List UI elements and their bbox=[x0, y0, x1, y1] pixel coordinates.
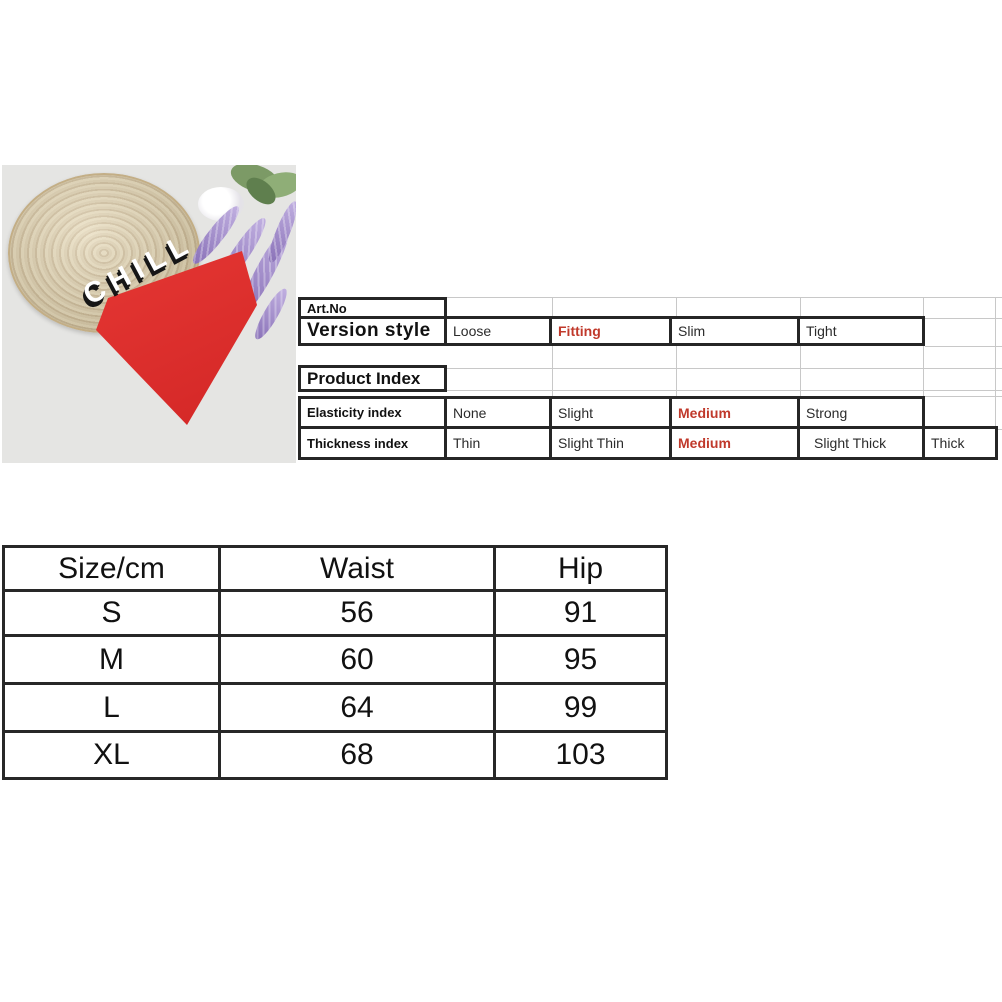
gridline bbox=[447, 390, 1002, 391]
version-option: Fitting bbox=[549, 316, 672, 346]
gridline bbox=[925, 346, 1002, 347]
size-chart-table: Size/cm Waist Hip S 56 91 M 60 95 L 64 9… bbox=[2, 545, 668, 780]
gridline bbox=[447, 368, 1002, 369]
elasticity-option: Strong bbox=[797, 396, 925, 429]
size-cell: L bbox=[2, 682, 221, 733]
version-option: Slim bbox=[669, 316, 800, 346]
elasticity-option: Medium bbox=[669, 396, 800, 429]
version-option: Loose bbox=[444, 316, 552, 346]
size-cell: M bbox=[2, 634, 221, 685]
hip-cell: 95 bbox=[493, 634, 668, 685]
version-style-label: Version style bbox=[298, 316, 447, 346]
spec-row-version-style: Version style Loose Fitting Slim Tight bbox=[298, 316, 925, 346]
spec-row-product-index: Product Index bbox=[298, 365, 447, 392]
gridline bbox=[676, 297, 677, 396]
size-chart-row: S 56 91 bbox=[2, 589, 668, 637]
version-option: Tight bbox=[797, 316, 925, 346]
gridline bbox=[995, 297, 996, 460]
size-cell: XL bbox=[2, 730, 221, 780]
product-photo: CHILL bbox=[2, 165, 296, 463]
spec-row-thickness: Thickness index Thin Slight Thin Medium … bbox=[298, 426, 998, 460]
waist-cell: 60 bbox=[218, 634, 496, 685]
gridline bbox=[923, 297, 924, 396]
thickness-option: Slight Thin bbox=[549, 426, 672, 460]
size-chart-header-hip: Hip bbox=[493, 545, 668, 592]
thickness-option: Slight Thick bbox=[797, 426, 925, 460]
spec-row-elasticity: Elasticity index None Slight Medium Stro… bbox=[298, 396, 925, 429]
hip-cell: 99 bbox=[493, 682, 668, 733]
size-chart-header-waist: Waist bbox=[218, 545, 496, 592]
waist-cell: 64 bbox=[218, 682, 496, 733]
thickness-option: Medium bbox=[669, 426, 800, 460]
hip-cell: 103 bbox=[493, 730, 668, 780]
thickness-option: Thick bbox=[922, 426, 998, 460]
elasticity-label: Elasticity index bbox=[298, 396, 447, 429]
gridline bbox=[447, 297, 1002, 298]
gridline bbox=[800, 297, 801, 396]
elasticity-option: Slight bbox=[549, 396, 672, 429]
gridline bbox=[925, 396, 1002, 397]
gridline bbox=[552, 297, 553, 396]
waist-cell: 68 bbox=[218, 730, 496, 780]
size-chart-row: M 60 95 bbox=[2, 634, 668, 685]
thickness-option: Thin bbox=[444, 426, 552, 460]
size-chart-header-size: Size/cm bbox=[2, 545, 221, 592]
hip-cell: 91 bbox=[493, 589, 668, 637]
size-chart-header-row: Size/cm Waist Hip bbox=[2, 545, 668, 592]
elasticity-option: None bbox=[444, 396, 552, 429]
thickness-label: Thickness index bbox=[298, 426, 447, 460]
size-chart-row: L 64 99 bbox=[2, 682, 668, 733]
product-index-label: Product Index bbox=[298, 365, 447, 392]
size-chart-row: XL 68 103 bbox=[2, 730, 668, 780]
waist-cell: 56 bbox=[218, 589, 496, 637]
size-cell: S bbox=[2, 589, 221, 637]
